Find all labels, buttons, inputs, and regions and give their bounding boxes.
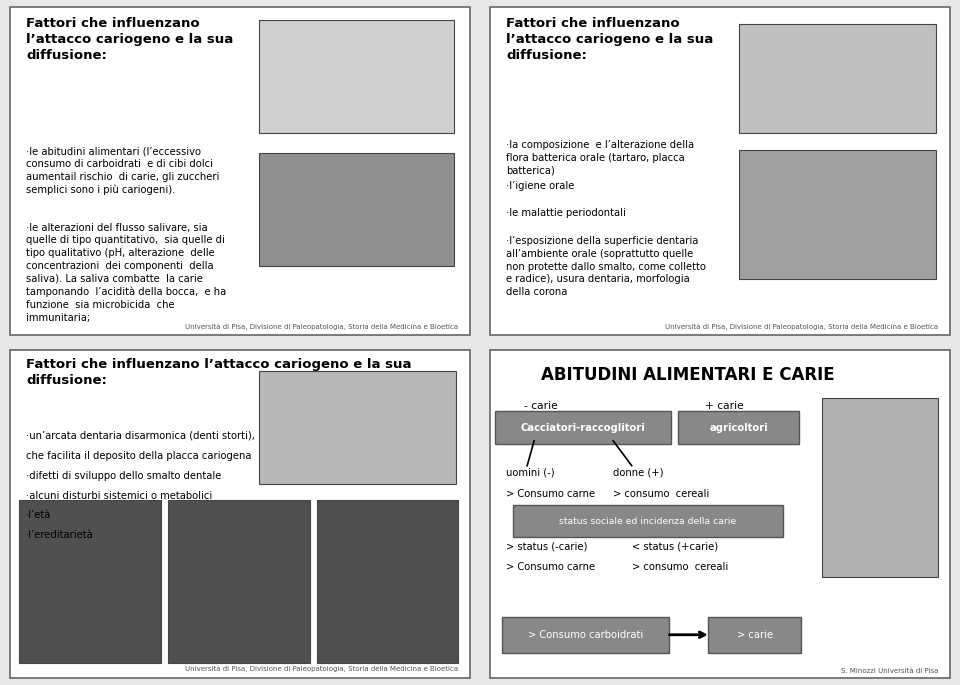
FancyBboxPatch shape <box>822 398 938 577</box>
FancyBboxPatch shape <box>738 24 936 133</box>
Text: uomini (-): uomini (-) <box>506 468 555 478</box>
FancyBboxPatch shape <box>490 7 950 336</box>
Text: > status (-carie): > status (-carie) <box>506 542 588 552</box>
FancyBboxPatch shape <box>708 616 802 653</box>
Text: Cacciatori-raccoglitori: Cacciatori-raccoglitori <box>520 423 645 432</box>
FancyBboxPatch shape <box>19 501 161 663</box>
FancyBboxPatch shape <box>514 506 782 537</box>
Text: ·le abitudini alimentari (l’eccessivo
consumo di carboidrati  e di cibi dolci
au: ·le abitudini alimentari (l’eccessivo co… <box>26 147 220 195</box>
FancyBboxPatch shape <box>738 150 936 279</box>
Text: ·l’età: ·l’età <box>26 510 52 521</box>
Text: che facilita il deposito della placca cariogena: che facilita il deposito della placca ca… <box>26 451 252 461</box>
Text: agricoltori: agricoltori <box>709 423 768 432</box>
Text: ·le malattie periodontali: ·le malattie periodontali <box>506 208 626 218</box>
FancyBboxPatch shape <box>258 371 456 484</box>
Text: ·alcuni disturbi sistemici o metabolici: ·alcuni disturbi sistemici o metabolici <box>26 490 212 501</box>
Text: > Consumo carboidrati: > Consumo carboidrati <box>528 630 643 640</box>
FancyBboxPatch shape <box>490 349 950 678</box>
FancyBboxPatch shape <box>502 616 669 653</box>
Text: Fattori che influenzano
l’attacco cariogeno e la sua
diffusione:: Fattori che influenzano l’attacco cariog… <box>506 17 713 62</box>
Text: < status (+carie): < status (+carie) <box>632 542 718 552</box>
FancyBboxPatch shape <box>258 21 454 133</box>
Text: status sociale ed incidenza della carie: status sociale ed incidenza della carie <box>560 517 736 526</box>
Text: ·l’esposizione della superficie dentaria
all’ambiente orale (soprattutto quelle
: ·l’esposizione della superficie dentaria… <box>506 236 707 297</box>
Text: Università di Pisa, Divisione di Paleopatologia, Storia della Medicina e Bioetic: Università di Pisa, Divisione di Paleopa… <box>185 323 458 329</box>
Text: Fattori che influenzano l’attacco cariogeno e la sua
diffusione:: Fattori che influenzano l’attacco cariog… <box>26 358 412 387</box>
Text: > carie: > carie <box>736 630 773 640</box>
Text: ·la composizione  e l’alterazione della
flora batterica orale (tartaro, placca
b: ·la composizione e l’alterazione della f… <box>506 140 694 175</box>
Text: - carie: - carie <box>524 401 558 411</box>
Text: ·difetti di sviluppo dello smalto dentale: ·difetti di sviluppo dello smalto dental… <box>26 471 222 481</box>
Text: ·l’ereditarietà: ·l’ereditarietà <box>26 530 94 540</box>
Text: > Consumo carne: > Consumo carne <box>506 562 595 572</box>
FancyBboxPatch shape <box>678 411 799 444</box>
FancyBboxPatch shape <box>10 349 470 678</box>
Text: ·un’arcata dentaria disarmonica (denti storti),: ·un’arcata dentaria disarmonica (denti s… <box>26 431 255 441</box>
FancyBboxPatch shape <box>317 501 458 663</box>
FancyBboxPatch shape <box>168 501 310 663</box>
FancyBboxPatch shape <box>258 153 454 266</box>
Text: ·l’igiene orale: ·l’igiene orale <box>506 182 575 191</box>
FancyBboxPatch shape <box>494 411 671 444</box>
Text: + carie: + carie <box>706 401 744 411</box>
Text: donne (+): donne (+) <box>613 468 663 478</box>
Text: Fattori che influenzano
l’attacco cariogeno e la sua
diffusione:: Fattori che influenzano l’attacco cariog… <box>26 17 233 62</box>
Text: > consumo  cereali: > consumo cereali <box>613 489 709 499</box>
Text: Università di Pisa, Divisione di Paleopatologia, Storia della Medicina e Bioetic: Università di Pisa, Divisione di Paleopa… <box>665 323 938 329</box>
Text: Università di Pisa, Divisione di Paleopatologia, Storia della Medicina e Bioetic: Università di Pisa, Divisione di Paleopa… <box>185 666 458 672</box>
Text: ·le alterazioni del flusso salivare, sia
quelle di tipo quantitativo,  sia quell: ·le alterazioni del flusso salivare, sia… <box>26 223 227 323</box>
Text: > Consumo carne: > Consumo carne <box>506 489 595 499</box>
Text: ABITUDINI ALIMENTARI E CARIE: ABITUDINI ALIMENTARI E CARIE <box>540 366 834 384</box>
Text: > consumo  cereali: > consumo cereali <box>632 562 728 572</box>
Text: S. Minozzi Università di Pisa: S. Minozzi Università di Pisa <box>841 668 938 673</box>
FancyBboxPatch shape <box>10 7 470 336</box>
